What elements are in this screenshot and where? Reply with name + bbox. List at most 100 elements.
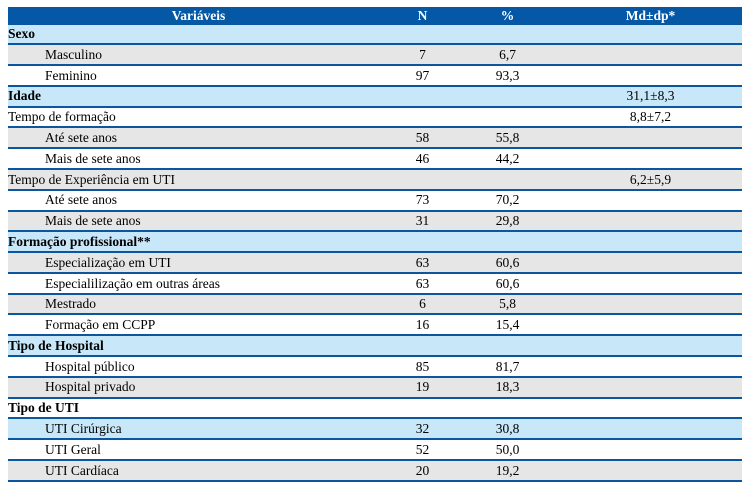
table-row: Formação profissional** [8,231,742,253]
cell-md [559,335,742,356]
cell-n [389,24,456,45]
cell-n: 63 [415,254,430,270]
variables-table: Variáveis N % Md±dp* Sexo Masculino 7 6,7 Fe… [8,7,742,482]
cell-md [559,294,742,315]
row-label: UTI Cardíaca [45,462,119,478]
cell-pct: 60,6 [495,254,520,270]
cell-n: 46 [415,150,430,166]
row-label: Feminino [45,67,97,83]
table-row: Até sete anos 58 55,8 [8,127,742,149]
row-label: UTI Geral [45,441,101,457]
cell-md [559,252,742,273]
table-row: Mestrado 6 5,8 [8,293,742,315]
column-header-variaveis: Variáveis [8,8,389,24]
cell-n: 16 [415,317,430,333]
cell-pct: 44,2 [495,150,520,166]
column-header-md-dp: Md±dp* [559,8,742,24]
cell-md [559,377,742,398]
cell-md [559,356,742,377]
table-row: Hospital público 85 81,7 [8,356,742,377]
cell-pct: 29,8 [495,213,520,229]
cell-md [559,418,742,439]
cell-n [389,86,456,107]
cell-md [559,24,742,45]
cell-pct: 18,3 [495,379,520,395]
row-label: Mais de sete anos [45,213,141,229]
cell-pct: 70,2 [495,192,520,208]
cell-n: 6 [419,296,426,312]
cell-pct: 50,0 [495,441,520,457]
row-label: Sexo [8,26,35,42]
cell-n: 58 [415,130,430,146]
table-row: Tipo de Hospital [8,335,742,356]
cell-n: 19 [415,379,430,395]
cell-pct [456,231,559,252]
row-label: Mais de sete anos [45,150,141,166]
row-label: Tempo de Experiência em UTI [8,171,175,187]
cell-pct: 55,8 [495,130,520,146]
cell-pct: 30,8 [495,420,520,436]
row-label: Masculino [45,46,102,62]
table-row: Tipo de UTI [8,397,742,419]
row-label: Hospital privado [45,379,136,395]
row-label: Especialilização em outras áreas [45,275,221,291]
row-label: Tempo de formação [8,109,116,125]
column-header-percent: % [456,8,559,24]
row-label: Até sete anos [45,130,117,146]
cell-pct [456,24,559,45]
table-row: Até sete anos 73 70,2 [8,189,742,211]
cell-pct: 5,8 [499,296,516,312]
row-label: Tipo de Hospital [8,337,104,353]
cell-md [559,314,742,335]
cell-n: 73 [415,192,430,208]
table-row: Tempo de Experiência em UTI 6,2±5,9 [8,168,742,190]
cell-n [389,398,456,419]
row-label: Mestrado [45,296,96,312]
table-row: Idade 31,1±8,3 [8,85,742,107]
column-header-n: N [389,8,456,24]
cell-md [559,460,742,481]
table-row: Formação em CCPP 16 15,4 [8,314,742,336]
cell-n [389,169,456,190]
cell-n: 85 [415,358,430,374]
cell-n [389,107,456,128]
row-label: Formação em CCPP [45,317,156,333]
table-row: Tempo de formação 8,8±7,2 [8,106,742,128]
cell-md [559,127,742,148]
table-row: Especialilização em outras áreas 63 60,6 [8,272,742,294]
table-row: Especialização em UTI 63 60,6 [8,252,742,273]
table-row: Mais de sete anos 31 29,8 [8,210,742,232]
row-label: UTI Cirúrgica [45,420,122,436]
row-label: Tipo de UTI [8,400,80,416]
cell-n: 32 [415,420,430,436]
cell-pct [456,335,559,356]
table-header: Variáveis N % Md±dp* [8,8,742,24]
cell-md: 8,8±7,2 [629,109,672,125]
table-row: UTI Geral 52 50,0 [8,439,742,460]
table-row: UTI Cardíaca 20 19,2 [8,459,742,481]
cell-n: 20 [415,462,430,478]
cell-n: 7 [419,46,426,62]
cell-md [559,65,742,86]
table-row: Masculino 7 6,7 [8,44,742,66]
cell-pct [456,107,559,128]
cell-pct: 93,3 [495,67,520,83]
cell-md: 6,2±5,9 [629,171,672,187]
cell-md [559,231,742,252]
cell-pct [456,86,559,107]
cell-n: 63 [415,275,430,291]
row-label: Formação profissional** [8,233,151,249]
cell-n: 97 [415,67,430,83]
table-row: UTI Cirúrgica 32 30,8 [8,418,742,440]
cell-md [559,44,742,65]
cell-md [559,190,742,211]
cell-pct: 6,7 [499,46,516,62]
cell-md: 31,1±8,3 [626,88,675,104]
row-label: Hospital público [45,358,135,374]
table-row: Feminino 97 93,3 [8,65,742,86]
cell-pct [456,169,559,190]
table-body: Sexo Masculino 7 6,7 Feminino 97 93,3 Idade 31,1… [8,23,742,481]
table-row: Mais de sete anos 46 44,2 [8,148,742,169]
table-header-row: Variáveis N % Md±dp* [8,8,742,24]
